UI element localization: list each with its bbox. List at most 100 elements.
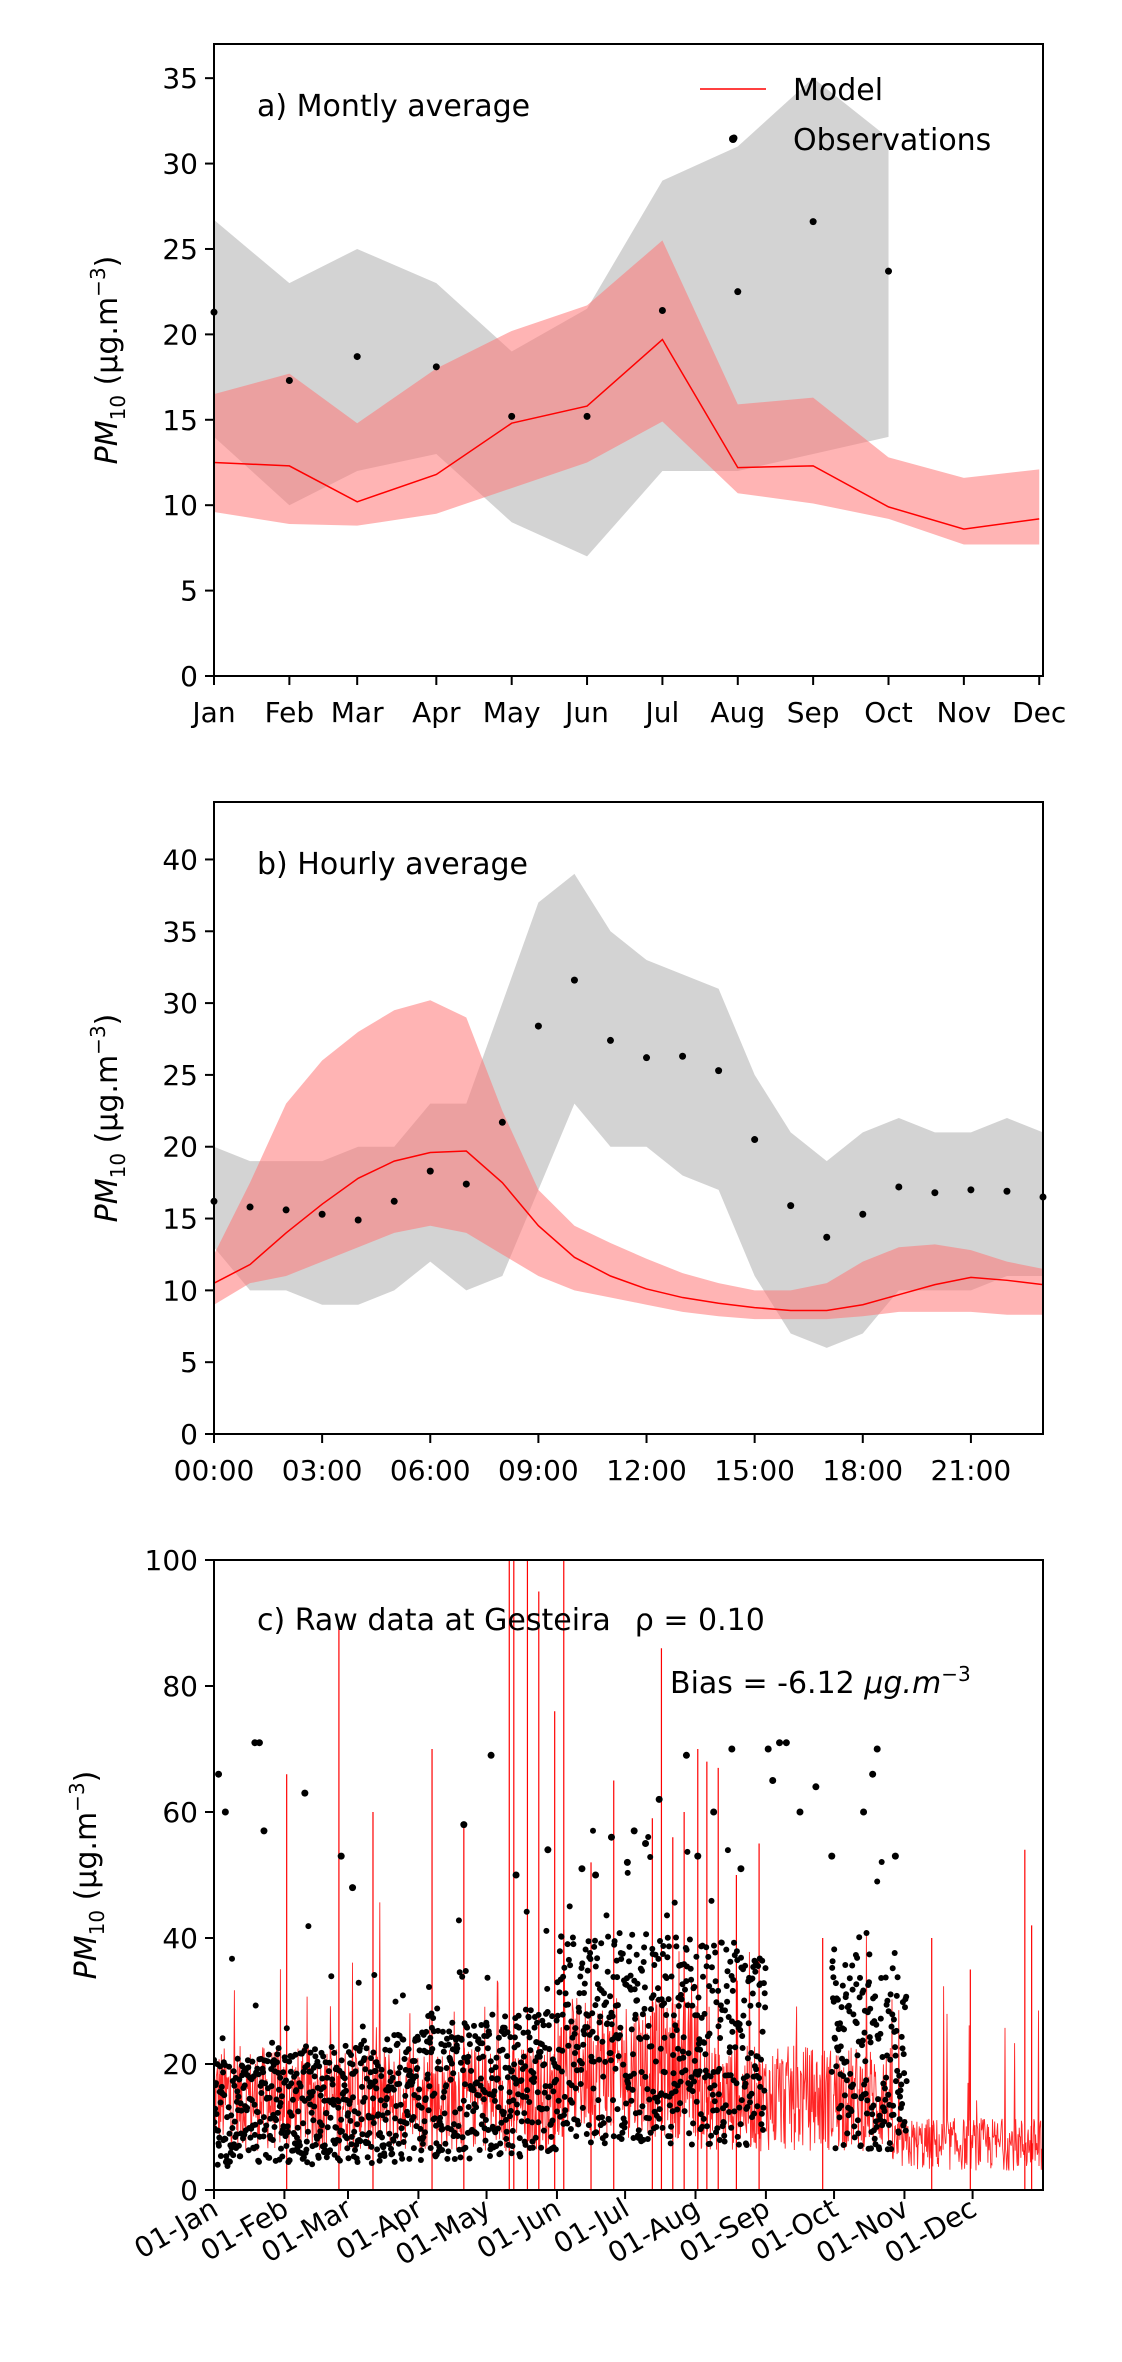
raw-observation-point (882, 2096, 889, 2103)
raw-observation-point (331, 2049, 338, 2056)
raw-observation-point (722, 2102, 729, 2109)
raw-observation-point (565, 2042, 572, 2049)
raw-observation-point (678, 1996, 685, 2003)
raw-observation-point (234, 2055, 241, 2062)
raw-observation-point (631, 1986, 638, 1993)
raw-observation-point (337, 1852, 345, 1860)
raw-observation-point (416, 2047, 423, 2054)
raw-observation-point (628, 2026, 635, 2033)
raw-observation-point (312, 2053, 319, 2060)
y-tick-label: 100 (145, 1544, 198, 1577)
raw-observation-point (582, 1946, 589, 1953)
hourly-observation-point (318, 1210, 326, 1218)
hourly-observation-point (931, 1189, 939, 1197)
raw-observation-point (648, 2006, 654, 2013)
raw-observation-point (257, 2118, 264, 2125)
raw-observation-point (569, 2099, 576, 2106)
raw-observation-point (426, 2039, 433, 2046)
raw-observation-point (371, 1972, 378, 1978)
raw-observation-point (633, 1951, 640, 1958)
raw-observation-point (853, 1981, 860, 1988)
raw-observation-point (737, 2027, 744, 2034)
raw-observation-point (544, 1985, 551, 1992)
raw-observation-point (245, 2147, 252, 2154)
raw-observation-point (866, 1979, 872, 1986)
raw-observation-point (846, 1975, 853, 1982)
x-tick-label: 09:00 (498, 1454, 579, 1487)
raw-observation-point (418, 2147, 425, 2154)
raw-observation-point (603, 1999, 610, 2006)
raw-observation-point (416, 2086, 423, 2093)
raw-observation-point (390, 2137, 397, 2144)
raw-observation-point (300, 2120, 307, 2127)
raw-observation-point (761, 1990, 768, 1997)
raw-observation-point (370, 2120, 377, 2126)
raw-observation-point (317, 2128, 324, 2135)
raw-observation-point (554, 2108, 560, 2115)
raw-observation-point (603, 1912, 610, 1919)
raw-observation-point (653, 2124, 660, 2130)
raw-observation-point (466, 2155, 473, 2162)
raw-observation-point (459, 1973, 466, 1980)
raw-observation-point (721, 2138, 728, 2145)
raw-observation-point (538, 2144, 545, 2151)
raw-observation-point (728, 1745, 736, 1753)
raw-observation-point (873, 1745, 881, 1753)
raw-observation-point (604, 1968, 611, 1975)
raw-observation-point (650, 1992, 657, 1999)
raw-observation-point (711, 1942, 717, 1949)
raw-observation-point (596, 2019, 603, 2026)
raw-observation-point (578, 2060, 585, 2067)
raw-observation-point (417, 2157, 424, 2163)
raw-observation-point (601, 1990, 607, 1997)
raw-observation-point (384, 2109, 391, 2116)
raw-observation-point (561, 1964, 568, 1971)
raw-observation-point (587, 2139, 594, 2146)
raw-observation-point (509, 2067, 515, 2074)
y-tick-label: 35 (162, 915, 198, 948)
raw-observation-point (737, 2121, 744, 2128)
raw-observation-point (776, 1739, 784, 1747)
raw-observation-point (566, 1903, 573, 1910)
hourly-observation-point (282, 1206, 290, 1214)
raw-observation-point (364, 2154, 371, 2161)
raw-observation-point (755, 1963, 762, 1969)
raw-observation-point (663, 1975, 670, 1981)
raw-observation-point (507, 2113, 513, 2120)
raw-observation-point (607, 1833, 615, 1841)
raw-observation-point (308, 2109, 315, 2116)
raw-observation-point (510, 2097, 517, 2104)
raw-observation-point (857, 1974, 863, 1981)
raw-observation-point (541, 2061, 548, 2068)
raw-observation-point (585, 1938, 592, 1945)
raw-observation-point (555, 2097, 562, 2104)
raw-observation-point (343, 2087, 349, 2094)
raw-observation-point (888, 2023, 895, 2030)
raw-observation-point (345, 2155, 352, 2162)
hourly-observation-point (1003, 1187, 1011, 1195)
raw-observation-point (397, 2101, 404, 2108)
raw-bias: Bias = -6.12 μg.m−3 (670, 1662, 971, 1701)
raw-observation-point (520, 2029, 527, 2036)
raw-observation-point (635, 2127, 642, 2134)
y-tick-label: 40 (162, 1922, 198, 1955)
raw-observation-point (610, 2097, 616, 2104)
raw-observation-point (465, 2053, 472, 2060)
raw-observation-point (605, 1933, 612, 1940)
raw-observation-point (543, 2105, 550, 2112)
raw-observation-point (847, 2070, 854, 2077)
raw-observation-point (447, 2076, 454, 2083)
x-tick-label: Nov (937, 696, 992, 729)
raw-observation-point (540, 2127, 547, 2134)
raw-observation-point (759, 2028, 766, 2035)
raw-observation-point (713, 2107, 720, 2114)
raw-observation-point (465, 2104, 472, 2110)
raw-observation-point (215, 2127, 222, 2134)
raw-observation-point (850, 2011, 857, 2018)
raw-observation-point (214, 2111, 220, 2117)
hourly-observation-point (498, 1118, 506, 1126)
raw-observation-point (738, 1954, 744, 1961)
raw-observation-point (901, 2070, 908, 2077)
raw-observation-point (736, 2104, 743, 2111)
raw-observation-point (512, 1871, 520, 1879)
